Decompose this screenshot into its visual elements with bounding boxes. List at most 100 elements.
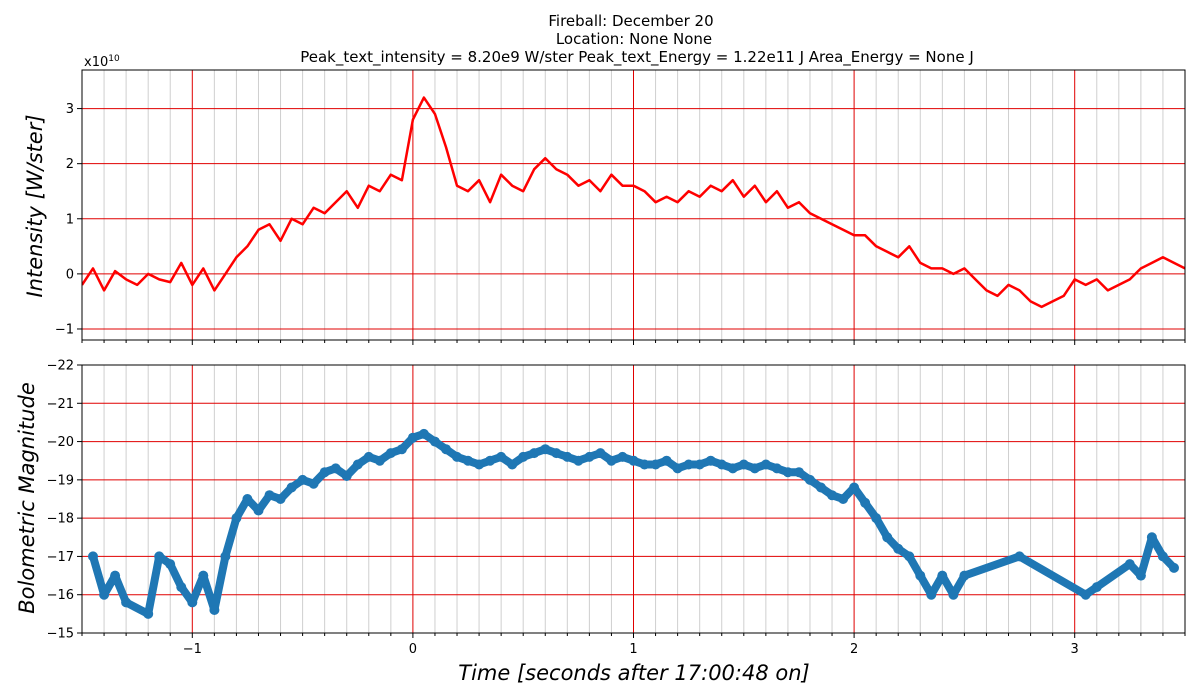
magnitude-data-point bbox=[341, 471, 352, 481]
magnitude-data-point bbox=[705, 455, 716, 466]
x-tick-label: 3 bbox=[1071, 642, 1079, 657]
magnitude-data-point bbox=[176, 582, 187, 593]
magnitude-y-tick-label: −21 bbox=[47, 397, 74, 412]
magnitude-data-point bbox=[882, 532, 893, 543]
magnitude-data-point bbox=[1135, 570, 1146, 581]
magnitude-data-point bbox=[297, 474, 308, 485]
time-x-axis-label: Time [seconds after 17:00:48 on] bbox=[458, 661, 809, 685]
magnitude-data-point bbox=[937, 570, 948, 581]
magnitude-data-point bbox=[562, 451, 573, 462]
magnitude-data-point bbox=[430, 436, 440, 447]
chart-title-line-3: Peak_text_intensity = 8.20e9 W/ster Peak… bbox=[300, 48, 974, 67]
magnitude-data-point bbox=[441, 444, 451, 455]
magnitude-data-point bbox=[683, 459, 694, 470]
magnitude-data-point bbox=[827, 490, 837, 501]
magnitude-data-point bbox=[275, 494, 286, 504]
chart-title-line-2: Location: None None bbox=[556, 30, 712, 48]
magnitude-panel: −22 −21 −20 −19 −18 −17 −16 −15 −1 0 1 2 3 bbox=[47, 359, 1186, 657]
magnitude-data-point bbox=[738, 459, 749, 470]
magnitude-data-point bbox=[948, 589, 959, 600]
magnitude-data-point bbox=[540, 444, 551, 455]
magnitude-data-point bbox=[374, 455, 385, 466]
magnitude-data-point bbox=[209, 605, 220, 615]
intensity-y-tick-label: 2 bbox=[66, 157, 74, 172]
magnitude-y-tick-label: −15 bbox=[47, 627, 74, 642]
magnitude-data-point bbox=[771, 463, 782, 474]
magnitude-data-point bbox=[187, 597, 198, 608]
intensity-y-tick-label: 3 bbox=[66, 102, 74, 117]
magnitude-data-point bbox=[253, 505, 264, 516]
magnitude-data-point bbox=[485, 455, 496, 466]
chart-title-line-1: Fireball: December 20 bbox=[548, 12, 713, 30]
magnitude-data-point bbox=[88, 551, 98, 562]
x-tick-label: −1 bbox=[183, 642, 202, 657]
magnitude-data-point bbox=[716, 459, 727, 470]
magnitude-y-tick-label: −18 bbox=[47, 512, 74, 527]
magnitude-data-point bbox=[165, 559, 176, 570]
magnitude-data-point bbox=[694, 459, 705, 470]
magnitude-data-point bbox=[496, 451, 507, 462]
magnitude-data-point bbox=[352, 459, 363, 470]
magnitude-data-point bbox=[1014, 551, 1025, 562]
magnitude-data-point bbox=[838, 494, 849, 504]
magnitude-data-point bbox=[198, 570, 209, 581]
magnitude-y-tick-label: −19 bbox=[47, 473, 74, 488]
magnitude-data-point bbox=[805, 474, 815, 485]
magnitude-data-point bbox=[1169, 562, 1179, 573]
magnitude-data-point bbox=[904, 551, 915, 562]
magnitude-data-point bbox=[650, 459, 661, 470]
magnitude-data-point bbox=[518, 451, 529, 462]
magnitude-data-point bbox=[639, 459, 650, 470]
intensity-y-tick-label: 1 bbox=[66, 212, 74, 227]
intensity-y-tick-label: 0 bbox=[66, 267, 74, 282]
magnitude-data-point bbox=[363, 451, 374, 462]
magnitude-data-point bbox=[474, 459, 485, 470]
magnitude-data-point bbox=[385, 448, 396, 459]
magnitude-data-point bbox=[915, 570, 926, 581]
magnitude-data-point bbox=[871, 513, 882, 524]
magnitude-data-point bbox=[849, 482, 860, 493]
magnitude-data-point bbox=[661, 455, 672, 466]
magnitude-data-point bbox=[959, 570, 970, 581]
magnitude-data-point bbox=[749, 463, 760, 474]
magnitude-data-point bbox=[1157, 551, 1168, 562]
magnitude-y-tick-label: −22 bbox=[47, 359, 74, 374]
magnitude-data-point bbox=[231, 513, 242, 524]
magnitude-data-point bbox=[529, 448, 540, 459]
intensity-y-tick-label: −1 bbox=[55, 322, 74, 337]
magnitude-data-point bbox=[672, 463, 683, 474]
magnitude-data-point bbox=[606, 455, 617, 466]
magnitude-data-point bbox=[396, 444, 407, 455]
magnitude-data-point bbox=[926, 589, 937, 600]
magnitude-data-point bbox=[264, 490, 275, 501]
magnitude-data-point bbox=[573, 455, 584, 466]
magnitude-y-tick-label: −20 bbox=[47, 435, 74, 450]
magnitude-data-point bbox=[143, 608, 154, 619]
magnitude-data-point bbox=[617, 451, 628, 462]
magnitude-data-point bbox=[220, 551, 231, 562]
magnitude-data-point bbox=[452, 451, 462, 462]
intensity-y-axis-label: Intensity [W/ster] bbox=[23, 114, 47, 297]
magnitude-data-point bbox=[507, 459, 518, 470]
magnitude-data-point bbox=[463, 455, 473, 466]
magnitude-y-axis-label: Bolometric Magnitude bbox=[15, 382, 39, 614]
magnitude-data-point bbox=[286, 482, 297, 493]
magnitude-data-point bbox=[893, 543, 904, 554]
x-tick-label: 0 bbox=[409, 642, 417, 657]
magnitude-data-point bbox=[1080, 589, 1091, 600]
magnitude-data-point bbox=[319, 467, 330, 478]
magnitude-data-point bbox=[628, 455, 639, 466]
magnitude-data-point bbox=[1124, 559, 1135, 570]
magnitude-data-point bbox=[727, 463, 738, 474]
intensity-y-multiplier: x1010 bbox=[84, 54, 120, 70]
magnitude-y-tick-label: −16 bbox=[47, 588, 74, 603]
x-tick-label: 2 bbox=[850, 642, 858, 657]
magnitude-data-point bbox=[407, 432, 418, 443]
magnitude-data-point bbox=[760, 459, 771, 470]
magnitude-data-point bbox=[330, 463, 341, 474]
magnitude-data-point bbox=[584, 451, 595, 462]
magnitude-data-point bbox=[782, 467, 793, 478]
magnitude-data-point bbox=[308, 478, 319, 489]
magnitude-data-point bbox=[595, 448, 606, 459]
